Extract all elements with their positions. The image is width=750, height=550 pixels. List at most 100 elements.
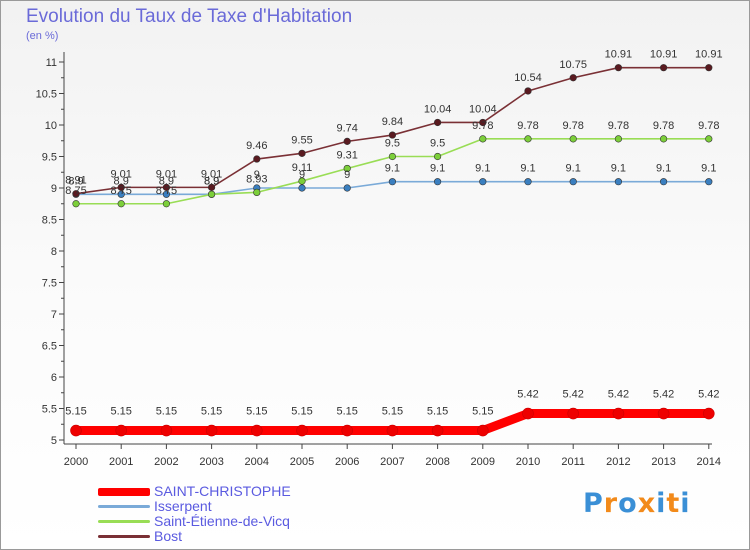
data-point <box>298 177 306 185</box>
logo-letter: o <box>618 488 638 519</box>
data-point <box>298 184 306 192</box>
data-label: 9.1 <box>566 163 581 175</box>
data-label: 9.78 <box>562 120 583 132</box>
y-tick-label: 10.5 <box>36 89 57 101</box>
data-label: 5.15 <box>291 406 312 418</box>
legend-label: SAINT-CHRISTOPHE <box>154 483 291 499</box>
data-point <box>162 183 170 191</box>
data-point <box>705 64 713 72</box>
data-point <box>250 424 263 437</box>
x-tick-label: 2013 <box>651 456 675 468</box>
y-unit-label: (en %) <box>26 30 59 42</box>
data-label: 10.04 <box>469 103 497 115</box>
x-tick-label: 2006 <box>335 456 359 468</box>
data-label: 9.1 <box>520 163 535 175</box>
data-point <box>70 424 82 437</box>
chart-legend: SAINT-CHRISTOPHE Isserpent Saint-Étienne-d… <box>98 484 291 544</box>
data-label: 9 <box>299 169 305 181</box>
data-point <box>614 64 623 72</box>
data-point <box>117 183 125 191</box>
legend-swatch <box>98 487 150 496</box>
data-label: 9.1 <box>701 163 716 175</box>
y-tick-label: 10 <box>45 120 57 132</box>
data-label: 10.54 <box>514 72 542 84</box>
y-tick-label: 5.5 <box>42 404 57 416</box>
data-label: 10.04 <box>424 103 452 115</box>
y-tick-label: 11 <box>46 57 57 69</box>
data-point <box>253 188 261 197</box>
data-point <box>341 424 354 437</box>
y-tick-label: 9.5 <box>42 152 57 164</box>
data-label: 5.15 <box>336 406 357 418</box>
data-label: 9.01 <box>110 168 131 180</box>
x-tick-label: 2010 <box>516 456 540 468</box>
data-point <box>388 178 397 186</box>
data-label: 5.42 <box>653 389 674 401</box>
data-point <box>253 155 261 163</box>
data-label: 10.91 <box>650 49 678 61</box>
data-point <box>434 178 442 186</box>
legend-item: SAINT-CHRISTOPHE <box>98 484 291 499</box>
y-tick-label: 5 <box>51 435 57 447</box>
data-point <box>522 407 534 420</box>
data-point <box>476 424 489 437</box>
data-label: 9.31 <box>336 149 357 161</box>
legend-item: Saint-Étienne-de-Vicq <box>98 514 291 529</box>
x-tick-label: 2001 <box>109 456 133 468</box>
data-point <box>208 183 216 191</box>
data-label: 8.9 <box>68 175 83 187</box>
data-label: 5.15 <box>110 406 131 418</box>
data-point <box>659 135 668 143</box>
y-tick-label: 7.5 <box>42 278 57 290</box>
data-label: 10.75 <box>559 59 587 71</box>
chart-title: Evolution du Taux de Taxe d'Habitation <box>26 6 353 27</box>
data-point <box>386 424 399 437</box>
logo-letter: i <box>680 488 691 519</box>
data-label: 9 <box>254 169 260 181</box>
legend-item: Isserpent <box>98 499 291 514</box>
data-point <box>296 424 308 437</box>
data-label: 8.9 <box>159 175 174 187</box>
data-point <box>524 87 532 95</box>
data-point <box>657 407 670 420</box>
data-label: 5.42 <box>562 389 583 401</box>
data-label: 9.5 <box>385 138 400 150</box>
data-point <box>117 190 125 198</box>
data-label: 8.9 <box>114 175 129 187</box>
proxiti-logo: Proxiti <box>583 488 691 519</box>
x-tick-label: 2003 <box>199 456 223 468</box>
legend-label: Saint-Étienne-de-Vicq <box>154 513 290 529</box>
data-label: 9.1 <box>385 163 400 175</box>
data-point <box>705 135 713 143</box>
data-point <box>479 118 487 127</box>
data-point <box>434 118 442 127</box>
data-label: 5.15 <box>427 406 448 418</box>
logo-letter: r <box>603 488 619 519</box>
data-label: 9.11 <box>292 162 313 174</box>
data-label: 9.78 <box>517 120 538 132</box>
data-label: 8.75 <box>110 185 131 197</box>
data-label: 5.15 <box>382 406 403 418</box>
data-label: 9.78 <box>698 120 719 132</box>
data-point <box>72 190 80 198</box>
x-tick-label: 2012 <box>606 456 630 468</box>
y-tick-label: 8 <box>51 246 57 258</box>
legend-label: Bost <box>154 528 183 544</box>
data-point <box>479 135 487 143</box>
y-tick-label: 6 <box>51 372 57 384</box>
data-label: 10.91 <box>605 49 633 61</box>
data-point <box>659 178 668 186</box>
data-label: 9.46 <box>246 140 267 152</box>
data-label: 9 <box>344 169 350 181</box>
data-point <box>659 64 668 72</box>
data-label: 5.15 <box>246 406 267 418</box>
data-point <box>705 178 713 186</box>
data-label: 8.75 <box>156 185 177 197</box>
data-point <box>388 131 397 139</box>
data-point <box>614 135 623 143</box>
data-point <box>208 190 216 198</box>
data-point <box>569 135 577 143</box>
data-point <box>343 184 351 192</box>
data-point <box>388 152 397 161</box>
